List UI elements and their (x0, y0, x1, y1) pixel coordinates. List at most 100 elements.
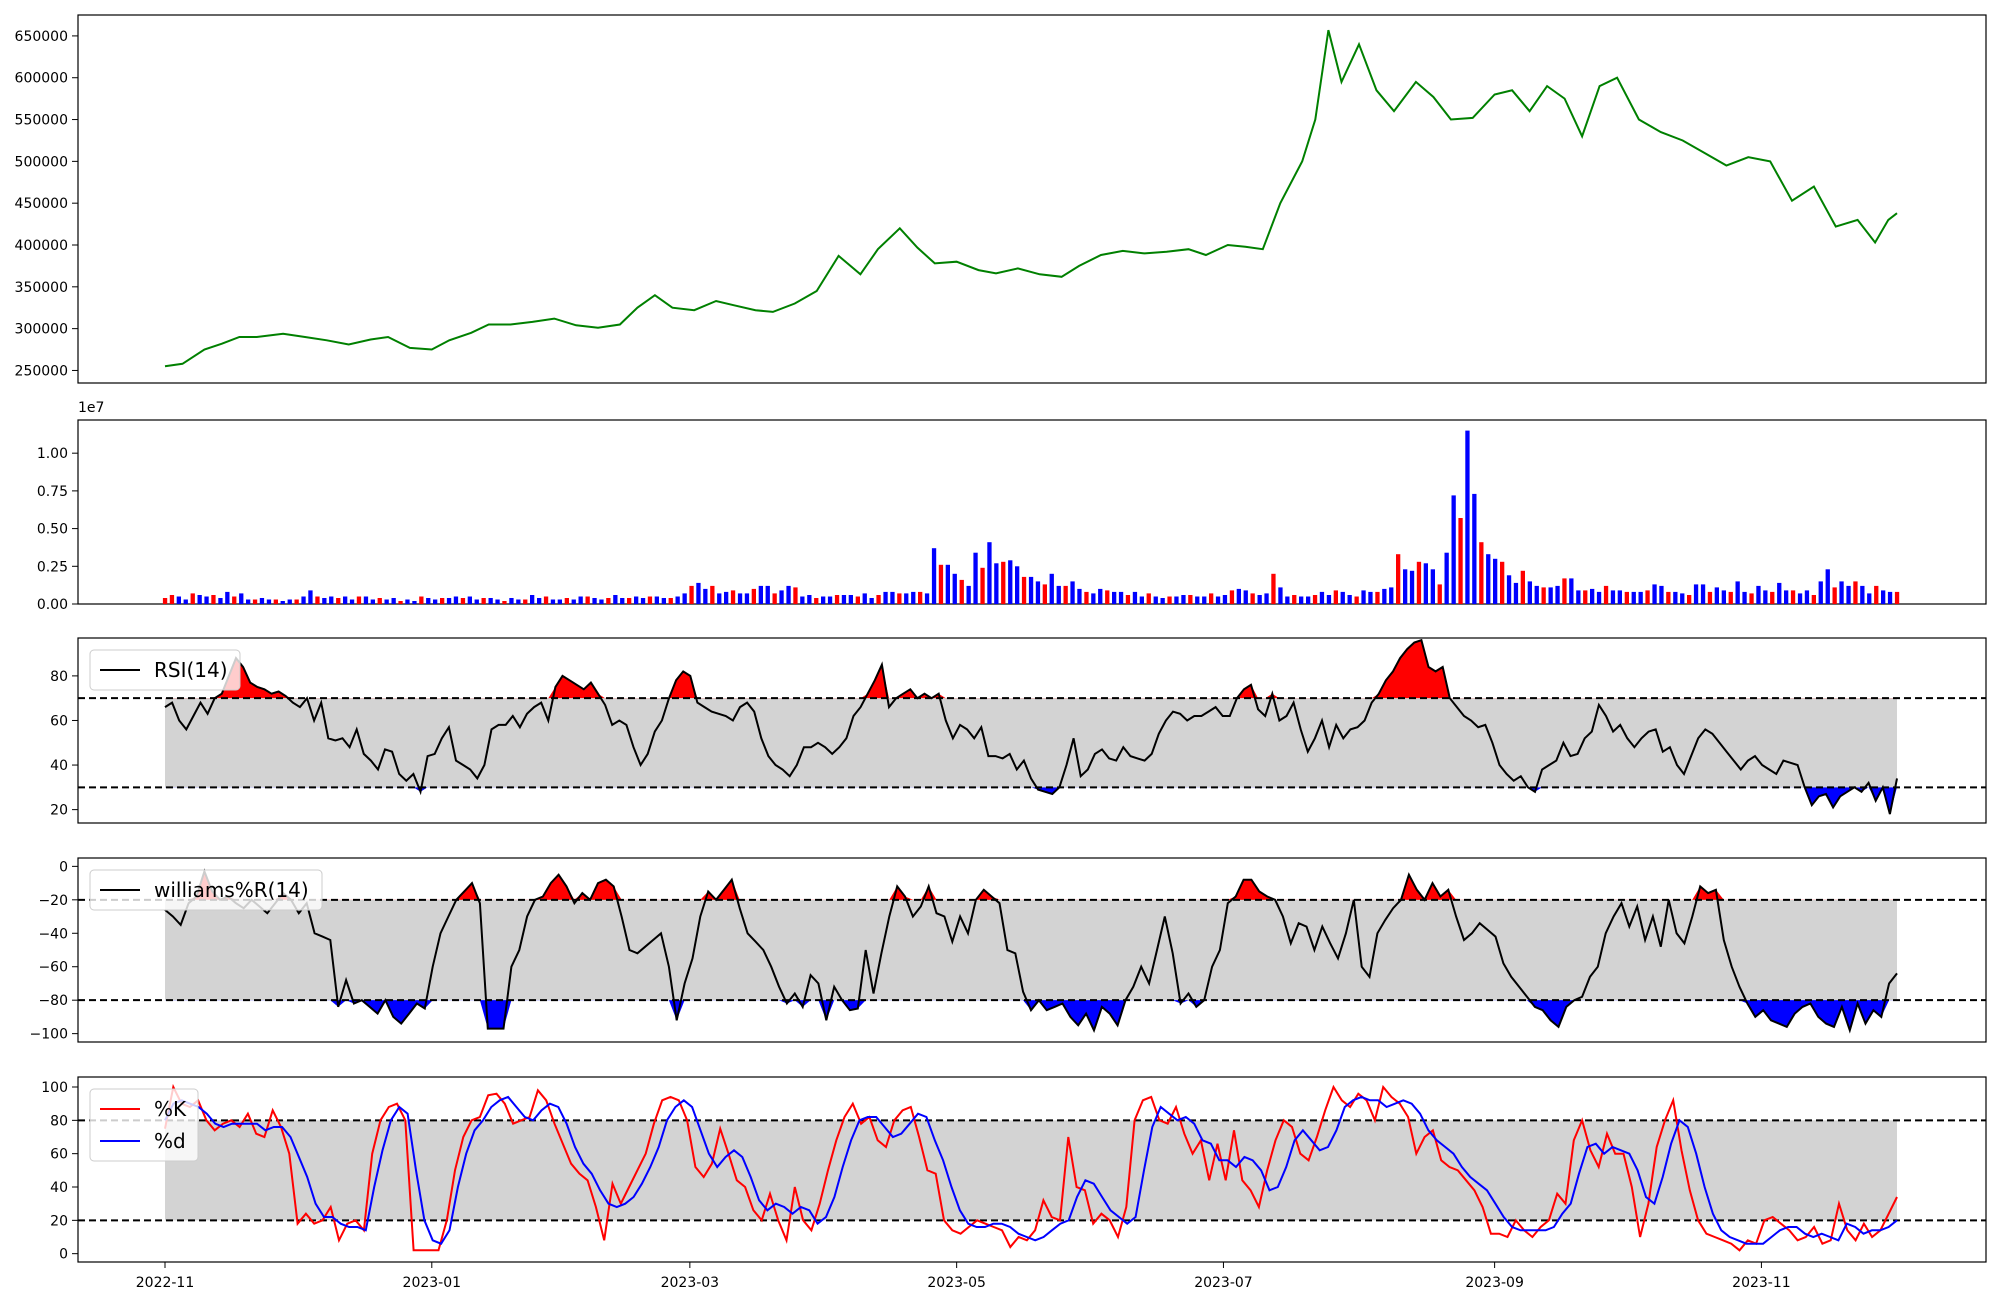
volume-bar (827, 596, 833, 604)
volume-bar (578, 596, 583, 604)
volume-bar (779, 590, 784, 604)
volume-bar (904, 593, 909, 604)
volume-bar (897, 593, 902, 604)
volume-bar (349, 599, 355, 604)
volume-bar (162, 598, 168, 604)
volume-bar (1673, 591, 1678, 604)
volume-bar (834, 595, 840, 604)
volume-bar (1555, 585, 1560, 604)
volume-bar (1396, 554, 1401, 604)
volume-bar (1153, 596, 1158, 604)
volume-bar (453, 596, 459, 604)
volume-bar (1590, 588, 1595, 604)
volume-bar (848, 595, 853, 604)
volume-bar (446, 598, 452, 604)
volume-bar (1195, 596, 1200, 604)
volume-bar (398, 601, 403, 604)
volume-bar (1132, 591, 1138, 604)
volume-bar (1160, 598, 1165, 604)
volume-bar (190, 593, 195, 604)
y-tick-label: 0.00 (37, 597, 68, 613)
volume-bar (1236, 588, 1241, 604)
volume-bar (343, 596, 348, 604)
y-tick-label: 100 (41, 1080, 68, 1096)
volume-bar (564, 598, 569, 604)
volume-bar (980, 567, 985, 604)
x-tick-label: 2022-11 (136, 1275, 195, 1291)
y-tick-label: 80 (50, 1113, 68, 1129)
volume-bar (301, 596, 306, 604)
volume-bar (1548, 587, 1553, 604)
volume-bar (197, 595, 202, 604)
volume-bar (329, 596, 334, 604)
volume-bar (1112, 591, 1117, 604)
volume-bar (1596, 591, 1602, 604)
y-tick-label: 0.75 (37, 484, 68, 500)
volume-bar (1306, 596, 1311, 604)
volume-bar (1333, 590, 1338, 604)
volume-bar (599, 599, 604, 604)
volume-bar (724, 591, 729, 604)
volume-bar (1437, 584, 1442, 604)
volume-bar (675, 596, 680, 604)
volume-bar (405, 599, 410, 604)
volume-bar (1458, 518, 1463, 604)
volume-bar (1049, 573, 1054, 604)
volume-bar (1707, 591, 1713, 604)
y-tick-label: 400000 (15, 238, 68, 254)
x-tick-label: 2023-05 (927, 1275, 986, 1291)
volume-bar (1008, 560, 1013, 604)
volume-bar (1451, 495, 1456, 604)
legend-label: williams%R(14) (154, 878, 309, 902)
y-tick-label: 0 (59, 1247, 68, 1263)
volume-bar (1271, 573, 1276, 604)
volume-bar (606, 598, 611, 604)
y-tick-label: 60 (50, 713, 68, 729)
volume-bar (315, 596, 320, 604)
volume-bar (1042, 584, 1047, 604)
volume-bar (1368, 591, 1373, 604)
rsi-line (164, 638, 1898, 815)
volume-bar (1028, 576, 1034, 604)
volume-bar (550, 599, 556, 604)
volume-bar (266, 599, 272, 604)
x-tick-label: 2023-07 (1194, 1275, 1253, 1291)
volume-bar (377, 598, 382, 604)
volume-bar (322, 598, 327, 604)
volume-bar (225, 591, 230, 604)
y-tick-label: 350000 (15, 280, 68, 296)
volume-bar (807, 595, 812, 604)
volume-bar (232, 596, 237, 604)
volume-bar (440, 598, 445, 604)
volume-bar (1257, 595, 1262, 604)
volume-bar (1881, 590, 1886, 604)
volume-bar (211, 595, 216, 604)
volume-bar (1056, 585, 1061, 604)
volume-bar (1361, 590, 1366, 604)
volume-bar (363, 596, 369, 604)
legend-label: %K (154, 1097, 187, 1121)
volume-bar (509, 598, 514, 604)
volume-bar (1292, 595, 1297, 604)
volume-bar (1063, 585, 1068, 604)
volume-bar (620, 598, 625, 604)
y-tick-label: 450000 (15, 196, 68, 212)
volume-bar (1506, 575, 1512, 604)
volume-bar (1347, 595, 1352, 604)
rsi-legend (89, 649, 241, 691)
volume-bar (1077, 588, 1082, 604)
volume-bar (1756, 585, 1761, 604)
price-line (164, 29, 1898, 368)
volume-bar (273, 599, 278, 604)
volume-bar (218, 598, 223, 604)
volume-bar (1105, 590, 1110, 604)
volume-bar (793, 587, 798, 604)
volume-bar (710, 585, 715, 604)
stochastic-legend (89, 1088, 199, 1162)
volume-bar (1174, 596, 1179, 604)
volume-bar (1409, 570, 1415, 604)
volume-bar (682, 593, 687, 604)
volume-bar (1472, 493, 1477, 604)
volume-bar (183, 599, 188, 604)
volume-bar (356, 596, 362, 604)
